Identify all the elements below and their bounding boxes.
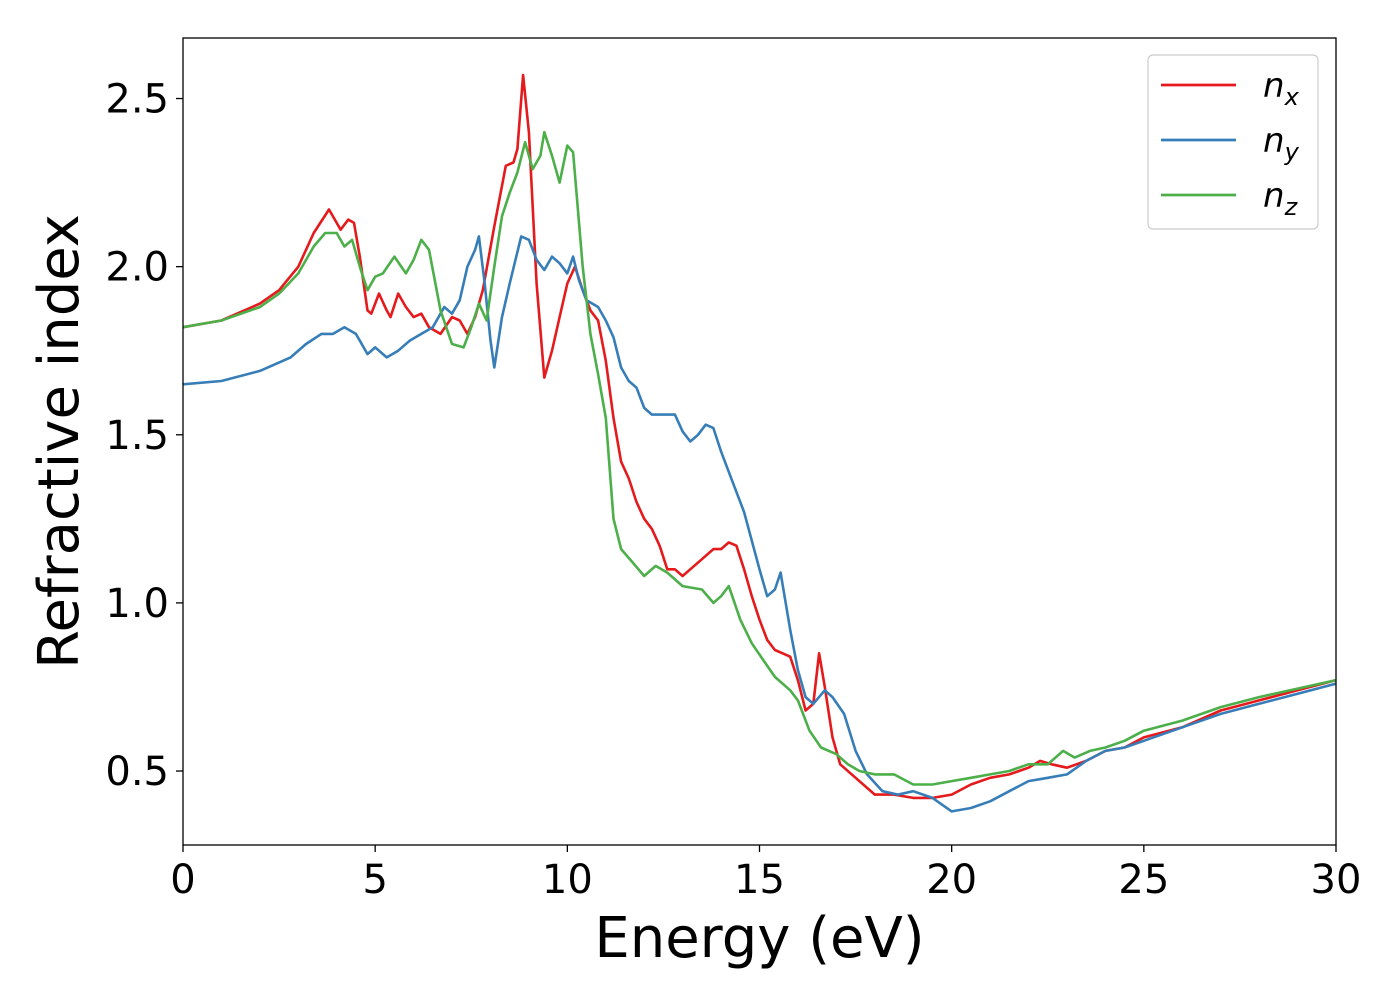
- legend-label-subscript: y: [1284, 138, 1300, 166]
- x-tick-label: 15: [734, 857, 785, 903]
- x-tick-label: 10: [542, 857, 593, 903]
- y-axis-title: Refractive index: [27, 214, 92, 669]
- y-tick-label: 1.5: [105, 413, 169, 459]
- legend-label-ny: ny: [1263, 121, 1300, 166]
- x-tick-label: 0: [170, 857, 195, 903]
- series-line-nx: [183, 73, 1336, 800]
- series-layer: [183, 73, 1336, 813]
- x-tick-label: 20: [926, 857, 977, 903]
- series-line-ny: [183, 235, 1336, 813]
- legend-label-base: n: [1263, 66, 1285, 106]
- y-tick-label: 1.0: [105, 581, 169, 627]
- y-tick-label: 2.5: [105, 77, 169, 123]
- legend-label-nz: nz: [1263, 176, 1299, 221]
- y-tick-label: 0.5: [105, 749, 169, 795]
- x-tick-label: 25: [1118, 857, 1169, 903]
- x-axis-ticks: 0 5 10 15 20 25 30: [170, 845, 1361, 903]
- legend-box: [1147, 54, 1319, 230]
- legend-label-base: n: [1263, 176, 1285, 216]
- x-tick-label: 5: [362, 857, 387, 903]
- x-axis-title: Energy (eV): [594, 906, 924, 971]
- legend-label-base: n: [1263, 121, 1285, 161]
- y-tick-label: 2.0: [105, 245, 169, 291]
- x-tick-label: 30: [1311, 857, 1362, 903]
- y-axis-ticks: 0.5 1.0 1.5 2.0 2.5: [105, 77, 183, 795]
- legend-label-subscript: z: [1284, 193, 1299, 221]
- series-line-nz: [183, 130, 1336, 786]
- legend-label-nx: nx: [1263, 66, 1300, 111]
- legend-label-subscript: x: [1284, 83, 1300, 111]
